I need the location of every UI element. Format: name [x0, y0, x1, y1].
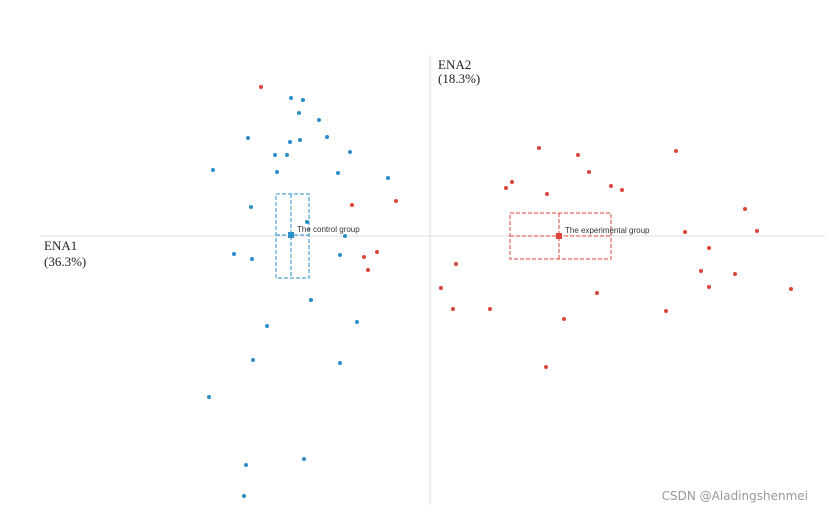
mean-point — [288, 232, 294, 238]
point — [699, 269, 703, 273]
point — [259, 85, 263, 89]
point — [207, 395, 211, 399]
mean-point — [556, 233, 562, 239]
point — [504, 186, 508, 190]
point — [562, 317, 566, 321]
point — [348, 150, 352, 154]
point — [683, 230, 687, 234]
point — [242, 494, 246, 498]
x-axis-label: (36.3%) — [44, 254, 86, 269]
point — [338, 253, 342, 257]
point — [544, 365, 548, 369]
point — [265, 324, 269, 328]
watermark: CSDN @Aladingshenmei — [662, 489, 808, 503]
point — [537, 146, 541, 150]
point — [251, 358, 255, 362]
point — [743, 207, 747, 211]
point — [301, 98, 305, 102]
point — [336, 171, 340, 175]
point — [343, 234, 347, 238]
point — [789, 287, 793, 291]
point — [595, 291, 599, 295]
point — [609, 184, 613, 188]
point — [211, 168, 215, 172]
point — [733, 272, 737, 276]
point — [674, 149, 678, 153]
point — [289, 96, 293, 100]
point — [302, 457, 306, 461]
point — [545, 192, 549, 196]
confidence-box — [275, 193, 310, 279]
point — [454, 262, 458, 266]
point — [338, 361, 342, 365]
point — [350, 203, 354, 207]
point — [325, 135, 329, 139]
point — [285, 153, 289, 157]
point — [707, 285, 711, 289]
point — [386, 176, 390, 180]
point — [297, 111, 301, 115]
point — [275, 170, 279, 174]
point — [305, 220, 309, 224]
point — [664, 309, 668, 313]
group-label: The experimental group — [565, 226, 650, 235]
point — [309, 298, 313, 302]
point — [488, 307, 492, 311]
point — [362, 255, 366, 259]
point — [707, 246, 711, 250]
point — [298, 138, 302, 142]
point — [375, 250, 379, 254]
point — [576, 153, 580, 157]
y-axis-label: (18.3%) — [438, 71, 480, 86]
point — [232, 252, 236, 256]
point — [394, 199, 398, 203]
point — [246, 136, 250, 140]
point — [587, 170, 591, 174]
point — [451, 307, 455, 311]
x-axis-label: ENA1 — [44, 238, 77, 253]
point — [249, 205, 253, 209]
point — [620, 188, 624, 192]
point — [317, 118, 321, 122]
point — [244, 463, 248, 467]
point — [273, 153, 277, 157]
point — [355, 320, 359, 324]
point — [439, 286, 443, 290]
point — [366, 268, 370, 272]
point — [510, 180, 514, 184]
y-axis-label: ENA2 — [438, 57, 471, 72]
point — [250, 257, 254, 261]
point — [288, 140, 292, 144]
point — [755, 229, 759, 233]
group-label: The control group — [297, 225, 360, 234]
